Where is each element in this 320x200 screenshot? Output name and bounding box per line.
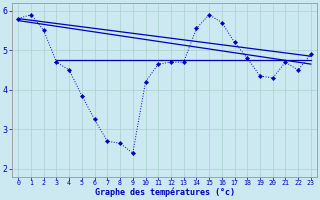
X-axis label: Graphe des températures (°c): Graphe des températures (°c) — [95, 188, 235, 197]
